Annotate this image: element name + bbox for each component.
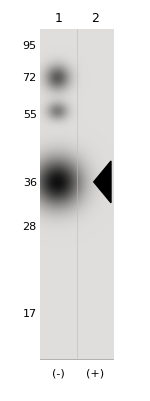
Text: 2: 2 (91, 12, 99, 24)
Text: (-): (-) (52, 368, 64, 378)
Text: (+): (+) (86, 368, 104, 378)
Text: 72: 72 (22, 73, 37, 83)
Text: 17: 17 (23, 308, 37, 318)
Text: 28: 28 (22, 222, 37, 231)
Bar (40, 30, 113, 359)
Polygon shape (94, 162, 111, 203)
Text: 36: 36 (23, 178, 37, 187)
Text: 1: 1 (54, 12, 62, 24)
Text: 55: 55 (23, 109, 37, 119)
Text: 95: 95 (23, 41, 37, 51)
